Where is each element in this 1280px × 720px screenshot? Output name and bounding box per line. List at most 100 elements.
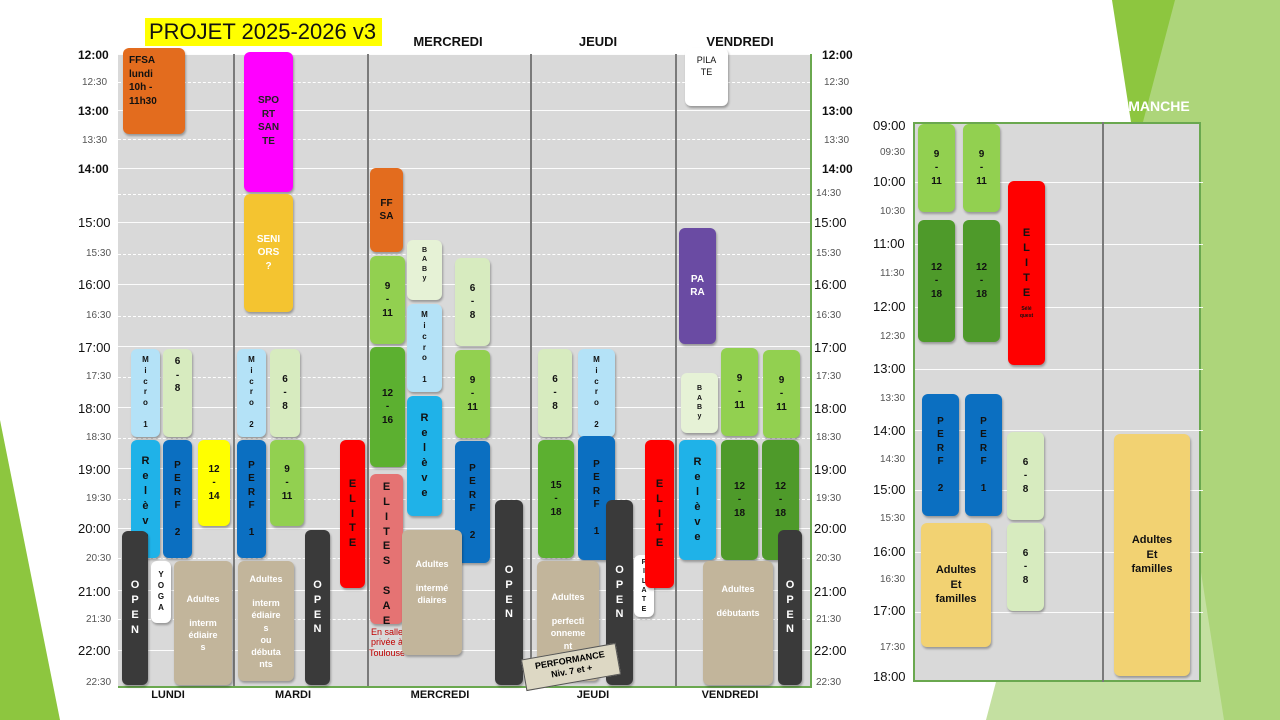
block-elite-mardi[interactable]: E L I T E: [340, 440, 365, 588]
block-perf-1-mardi[interactable]: P E R F 1: [237, 440, 266, 558]
block-perf-2-lundi[interactable]: P E R F 2: [163, 440, 192, 558]
note-salle-privee: En salle privée à Toulouse: [368, 627, 406, 658]
block-elite-samedi[interactable]: E L I T E Sélé quest: [1008, 181, 1045, 365]
day-header-samedi: SAMEDI: [998, 98, 1054, 114]
block-12-14-lundi[interactable]: 12 - 14: [198, 440, 230, 526]
block-micro-1-mercredi[interactable]: M i c r o 1: [407, 304, 442, 392]
time-label: 21:30: [816, 614, 842, 625]
grid-border-right: [810, 54, 812, 687]
block-open-mardi[interactable]: O P E N: [305, 530, 330, 685]
time-label: 11:00: [873, 236, 905, 251]
block-releve-vendredi[interactable]: R e l è v e: [679, 440, 716, 560]
block-open-vendredi[interactable]: O P E N: [778, 530, 802, 685]
time-label: 17:30: [86, 371, 112, 382]
time-label: 15:00: [78, 215, 111, 230]
time-label: 12:30: [880, 331, 906, 342]
time-label: 17:00: [814, 340, 847, 355]
block-9-11-vendredi[interactable]: 9 - 11: [721, 348, 758, 436]
time-label: 13:30: [824, 135, 850, 146]
time-label: 11:30: [880, 268, 905, 279]
time-label: 13:00: [78, 104, 109, 118]
block-adultes-lundi[interactable]: Adultes interm édiaire s: [174, 561, 232, 685]
time-label: 13:30: [880, 393, 906, 404]
block-ffsa-lundi[interactable]: FFSA lundi 10h - 11h30: [123, 48, 185, 134]
day-footer-vendredi: VENDREDI: [701, 689, 759, 701]
block-open-lundi[interactable]: O P E N: [122, 531, 148, 685]
block-adultes-mardi[interactable]: Adultes interm édiaire s ou débuta nts: [238, 561, 294, 681]
block-adultes-familles-samedi[interactable]: Adultes Et familles: [921, 523, 991, 647]
block-12-16-mercredi[interactable]: 12 - 16: [370, 347, 405, 467]
block-open-mercredi[interactable]: O P E N: [495, 500, 523, 685]
block-6-8-jeudi[interactable]: 6 - 8: [538, 349, 572, 437]
time-label: 19:00: [78, 462, 111, 477]
block-para-vendredi[interactable]: PA RA: [679, 228, 716, 344]
divider-samedi-dimanche: [1102, 122, 1104, 682]
elite-samedi-label: E L I T E: [1022, 227, 1031, 299]
time-label: 14:00: [78, 162, 109, 176]
block-9-11-mercredi[interactable]: 9 - 11: [370, 256, 405, 344]
block-12-18-samedi-a[interactable]: 12 - 18: [918, 220, 955, 342]
block-baby-mercredi[interactable]: B A B y: [407, 240, 442, 300]
elite-samedi-sub: Sélé quest: [1019, 306, 1034, 320]
block-micro-1-lundi[interactable]: M i c r o 1: [131, 349, 160, 437]
time-label: 09:00: [873, 118, 906, 133]
time-label: 18:00: [814, 401, 847, 416]
block-9-11-samedi-b[interactable]: 9 - 11: [963, 124, 1000, 212]
time-label: 15:30: [816, 248, 842, 259]
time-label: 10:00: [873, 174, 906, 189]
block-9-11b-mercredi[interactable]: 9 - 11: [455, 350, 490, 438]
block-releve-mercredi[interactable]: R e l è v e: [407, 396, 442, 516]
time-label: 19:30: [816, 493, 842, 504]
day-header-jeudi: JEUDI: [578, 34, 618, 49]
block-12-18-samedi-b[interactable]: 12 - 18: [963, 220, 1000, 342]
block-9-11b-vendredi[interactable]: 9 - 11: [763, 350, 800, 438]
day-footer-mardi: MARDI: [274, 689, 312, 701]
block-sport-sante-mardi[interactable]: SPO RT SAN TE: [244, 52, 293, 192]
time-label: 22:30: [86, 677, 112, 688]
block-6-8-mercredi[interactable]: 6 - 8: [455, 258, 490, 346]
time-label: 16:00: [814, 277, 847, 292]
block-6-8-lundi[interactable]: 6 - 8: [163, 349, 192, 437]
block-ffsa-mercredi[interactable]: FF SA: [370, 168, 403, 252]
block-baby-vendredi[interactable]: B A B y: [681, 373, 718, 433]
block-perf-1-samedi[interactable]: P E R F 1: [965, 394, 1002, 516]
block-6-8-mardi[interactable]: 6 - 8: [270, 349, 300, 437]
block-adultes-familles-dimanche[interactable]: Adultes Et familles: [1114, 434, 1190, 676]
time-label: 17:00: [873, 603, 906, 618]
time-label: 12:30: [824, 77, 850, 88]
block-9-11-samedi-a[interactable]: 9 - 11: [918, 124, 955, 212]
time-label: 20:30: [86, 553, 112, 564]
time-label: 14:00: [822, 162, 853, 176]
time-label: 21:30: [86, 614, 112, 625]
time-label: 10:30: [880, 206, 906, 217]
time-label: 14:30: [880, 454, 906, 465]
block-elite-jeudi[interactable]: E L I T E: [645, 440, 674, 588]
block-micro-2-mardi[interactable]: M i c r o 2: [237, 349, 266, 437]
block-adultes-vendredi[interactable]: Adultes débutants: [703, 561, 773, 685]
time-label: 13:00: [822, 104, 853, 118]
block-6-8-samedi-b[interactable]: 6 - 8: [1007, 523, 1044, 611]
time-label: 20:00: [814, 521, 847, 536]
divider-jeudi-vendredi: [675, 54, 677, 687]
block-pilate-vendredi[interactable]: PILA TE: [685, 48, 728, 106]
block-12-18-vendredi[interactable]: 12 - 18: [721, 440, 758, 560]
day-header-dimanche: DIMANCHE: [1114, 98, 1190, 114]
block-15-18-jeudi[interactable]: 15 - 18: [538, 440, 574, 558]
time-label: 20:30: [816, 553, 842, 564]
block-elites-sae-mercredi[interactable]: E L I T E S S A E: [370, 474, 403, 624]
time-label: 18:00: [873, 669, 906, 684]
time-label: 16:00: [78, 277, 111, 292]
time-label: 16:00: [873, 544, 906, 559]
block-micro-2-jeudi[interactable]: M i c r o 2: [578, 349, 615, 437]
block-seniors-mardi[interactable]: SENI ORS ?: [244, 194, 293, 312]
time-label: 15:00: [814, 215, 847, 230]
block-perf-2-samedi[interactable]: P E R F 2: [922, 394, 959, 516]
day-header-vendredi: VENDREDI: [706, 34, 774, 49]
block-9-11-mardi[interactable]: 9 - 11: [270, 440, 304, 526]
block-adultes-mercredi[interactable]: Adultes intermé diaires: [402, 530, 462, 655]
time-label: 17:00: [78, 340, 111, 355]
block-yoga-lundi[interactable]: Y O G A: [151, 561, 171, 623]
block-6-8-samedi-a[interactable]: 6 - 8: [1007, 432, 1044, 520]
time-label: 16:30: [816, 310, 842, 321]
divider-lundi-mardi: [233, 54, 235, 687]
